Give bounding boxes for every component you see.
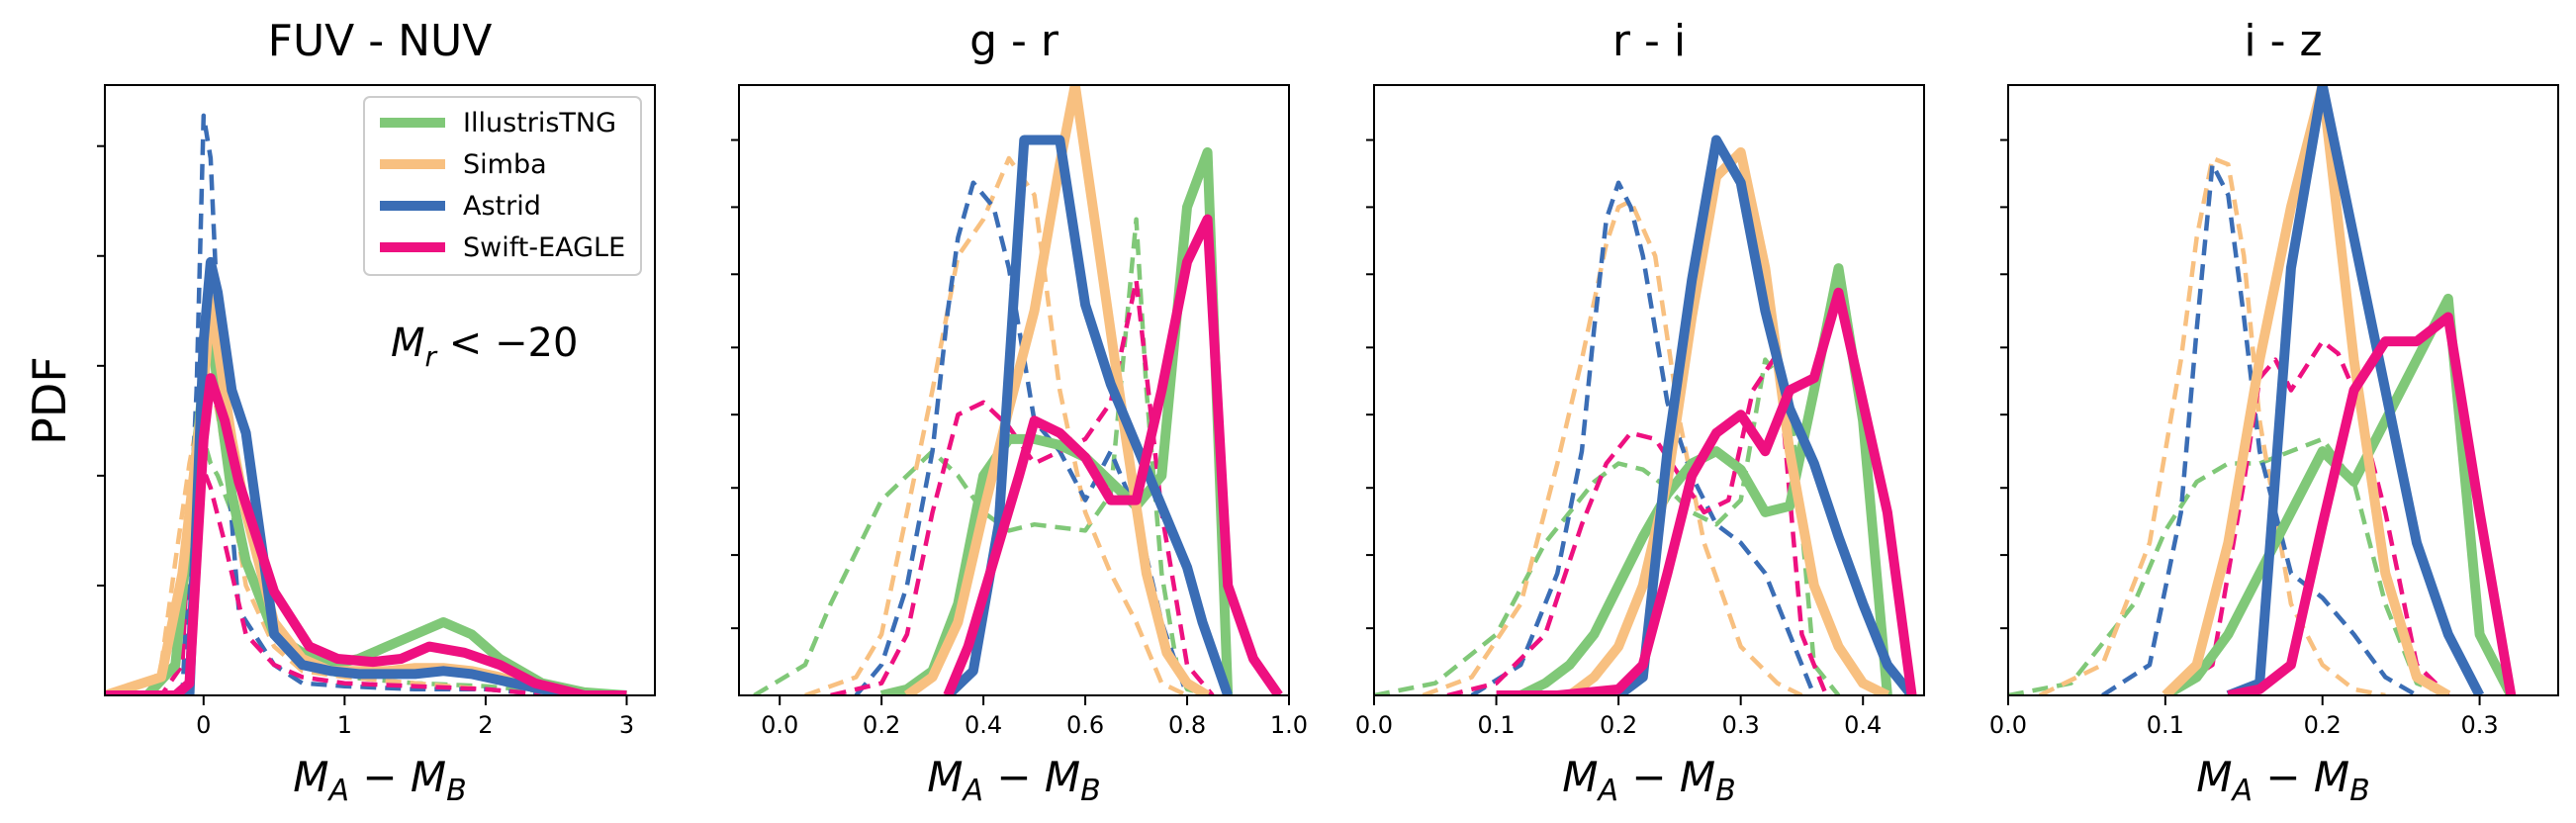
series-simba-dashed-3 bbox=[2038, 155, 2386, 695]
series-astrid-solid-2 bbox=[1615, 135, 1916, 695]
xlabel-2: MA − MB bbox=[1562, 753, 1736, 808]
xtick-label-2-1: 0.1 bbox=[1477, 711, 1515, 739]
series-astrid-dashed-3 bbox=[2101, 161, 2419, 695]
series-simba-solid-1 bbox=[903, 85, 1211, 695]
legend-frame bbox=[363, 96, 642, 276]
annotation-subscript: r bbox=[425, 340, 438, 373]
xtick-label-1-1: 0.2 bbox=[863, 711, 900, 739]
series-eagle-solid-0 bbox=[105, 373, 627, 695]
series-simba-dashed-2 bbox=[1422, 198, 1803, 695]
xtick-label-0-1: 1 bbox=[337, 711, 352, 739]
magnitude-cut-annotation: Mr < −20 bbox=[391, 320, 578, 373]
series-simba-solid-3 bbox=[2162, 85, 2451, 695]
figure-ylabel: PDF bbox=[23, 356, 76, 445]
xtick-label-3-1: 0.1 bbox=[2147, 711, 2184, 739]
legend-label-simba: Simba bbox=[463, 149, 547, 180]
xtick-label-0-3: 3 bbox=[619, 711, 634, 739]
annotation-condition: < −20 bbox=[436, 320, 578, 366]
panel-title-2: r - i bbox=[1612, 16, 1686, 66]
series-eagle-solid-1 bbox=[943, 214, 1283, 695]
panel-g-r: g - r 0.0 0.2 0.4 0.6 0.8 1.0 MA − MB bbox=[731, 16, 1308, 808]
series-simba-dashed-1 bbox=[804, 155, 1188, 695]
axes-frame-0 bbox=[104, 84, 656, 696]
xtick-label-1-2: 0.4 bbox=[965, 711, 1002, 739]
legend-label-astrid: Astrid bbox=[463, 191, 541, 222]
series-astrid-solid-0 bbox=[105, 256, 627, 695]
axes-frame-1 bbox=[738, 84, 1290, 696]
xtick-label-2-3: 0.3 bbox=[1722, 711, 1760, 739]
xtick-label-3-2: 0.2 bbox=[2304, 711, 2342, 739]
legend-label-eagle: Swift-EAGLE bbox=[463, 232, 625, 263]
xtick-label-1-3: 0.6 bbox=[1066, 711, 1104, 739]
xlabel-1: MA − MB bbox=[927, 753, 1101, 808]
xtick-label-1-5: 1.0 bbox=[1270, 711, 1308, 739]
xtick-label-0-0: 0 bbox=[196, 711, 211, 739]
panel-title-1: g - r bbox=[969, 16, 1059, 66]
axes-frame-2 bbox=[1373, 84, 1925, 696]
xtick-label-1-0: 0.0 bbox=[761, 711, 798, 739]
legend: IllustrisTNG Simba Astrid Swift-EAGLE bbox=[363, 96, 642, 276]
xlabel-3: MA − MB bbox=[2196, 753, 2370, 808]
panel-r-i: r - i 0.0 0.1 0.2 0.3 0.4 MA − MB bbox=[1355, 16, 1925, 808]
series-astrid-dashed-1 bbox=[854, 180, 1190, 695]
panel-i-z: i - z 0.0 0.1 0.2 0.3 MA − MB bbox=[1989, 16, 2559, 808]
series-astrid-solid-3 bbox=[2226, 85, 2485, 695]
xtick-label-3-0: 0.0 bbox=[1989, 711, 2027, 739]
panel-title-3: i - z bbox=[2244, 16, 2322, 66]
xtick-label-2-0: 0.0 bbox=[1355, 711, 1393, 739]
xtick-label-0-2: 2 bbox=[478, 711, 493, 739]
series-eagle-dashed-3 bbox=[2163, 338, 2450, 695]
xtick-label-3-3: 0.3 bbox=[2460, 711, 2498, 739]
series-astrid-dashed-2 bbox=[1470, 180, 1816, 695]
xtick-label-1-4: 0.8 bbox=[1168, 711, 1206, 739]
annotation-symbol: M bbox=[391, 320, 425, 366]
series-tng-dashed-1 bbox=[753, 217, 1214, 695]
axes-frame-3 bbox=[2007, 84, 2559, 696]
panel-title-0: FUV - NUV bbox=[268, 16, 493, 66]
xtick-label-2-4: 0.4 bbox=[1844, 711, 1882, 739]
legend-label-tng: IllustrisTNG bbox=[463, 108, 616, 138]
series-eagle-solid-2 bbox=[1496, 287, 1917, 695]
series-eagle-solid-3 bbox=[2227, 312, 2517, 695]
xtick-label-2-2: 0.2 bbox=[1600, 711, 1637, 739]
xlabel-0: MA − MB bbox=[293, 753, 467, 808]
panel-fuv-nuv: FUV - NUV 0 1 2 3 MA − MB bbox=[97, 16, 656, 808]
series-eagle-dashed-0 bbox=[105, 467, 627, 695]
